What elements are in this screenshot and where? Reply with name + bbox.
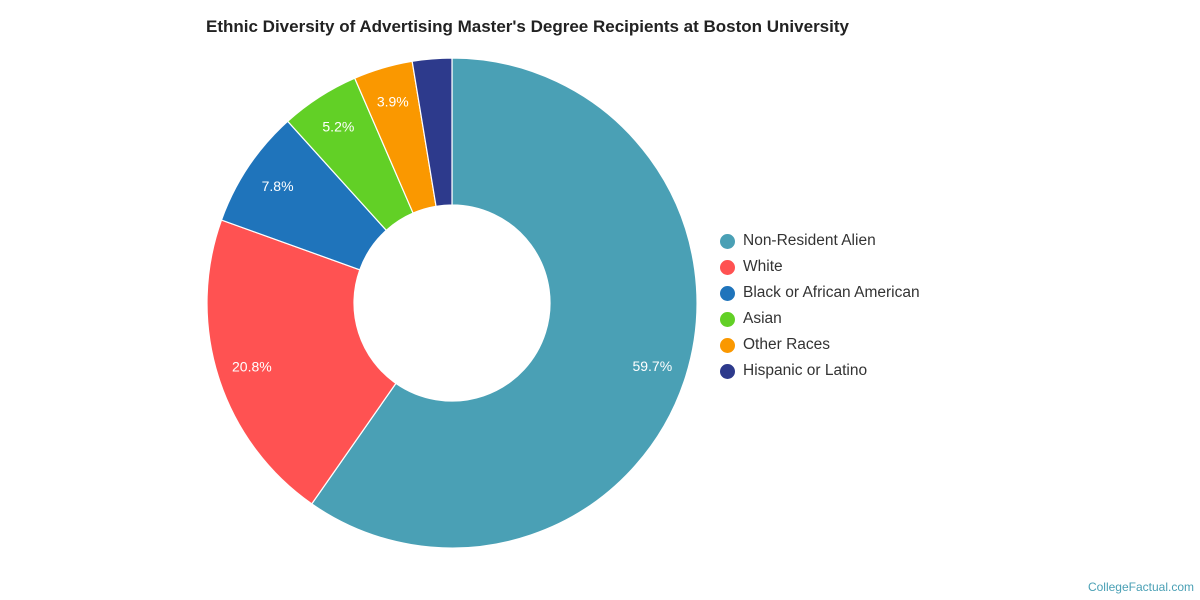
legend-swatch-5: [720, 363, 735, 379]
legend-item-0[interactable]: Non-Resident Alien: [720, 228, 920, 254]
donut-slice-0: [310, 57, 698, 549]
slice-label-4: 3.9%: [377, 94, 409, 110]
legend-swatch-2: [720, 285, 735, 301]
donut-slice-5: [411, 57, 453, 207]
legend-item-3[interactable]: Asian: [720, 306, 920, 332]
slice-label-3: 5.2%: [322, 118, 354, 134]
legend-swatch-3: [720, 311, 735, 327]
legend-swatch-4: [720, 337, 735, 353]
slice-label-2: 7.8%: [262, 178, 294, 194]
legend-item-2[interactable]: Black or African American: [720, 280, 920, 306]
slice-label-1: 20.8%: [232, 359, 272, 375]
legend-swatch-0: [720, 233, 735, 249]
legend-item-4[interactable]: Other Races: [720, 332, 920, 358]
legend-label-2: Black or African American: [743, 284, 920, 301]
legend-label-0: Non-Resident Alien: [743, 232, 876, 249]
legend-item-5[interactable]: Hispanic or Latino: [720, 358, 920, 384]
donut-slice-1: [206, 219, 397, 505]
chart-legend: Non-Resident Alien White Black or African …: [720, 228, 920, 384]
watermark: CollegeFactual.com: [1087, 580, 1194, 594]
legend-item-1[interactable]: White: [720, 254, 920, 280]
legend-label-5: Hispanic or Latino: [743, 362, 868, 379]
slice-label-0: 59.7%: [632, 358, 672, 374]
legend-label-3: Asian: [743, 310, 782, 327]
legend-label-1: White: [743, 258, 783, 275]
legend-swatch-1: [720, 259, 735, 275]
chart-title: Ethnic Diversity of Advertising Master's…: [206, 17, 849, 36]
legend-label-4: Other Races: [743, 336, 831, 353]
